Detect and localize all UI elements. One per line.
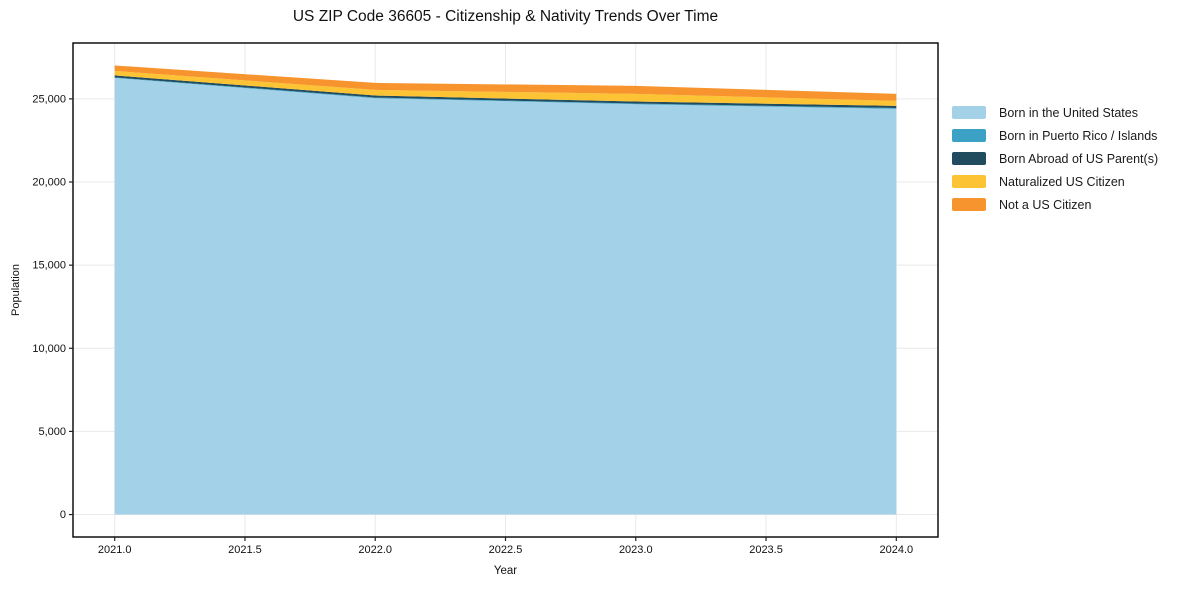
legend-item: Not a US Citizen <box>952 197 1158 212</box>
y-tick-label: 5,000 <box>38 426 66 438</box>
x-tick-label: 2021.5 <box>228 544 262 556</box>
x-tick-label: 2022.0 <box>358 544 392 556</box>
legend-swatch <box>952 198 986 211</box>
legend-swatch <box>952 129 986 142</box>
legend-item: Born in Puerto Rico / Islands <box>952 128 1158 143</box>
legend-item: Born in the United States <box>952 105 1158 120</box>
y-tick-label: 25,000 <box>32 93 66 105</box>
x-tick-label: 2022.5 <box>489 544 523 556</box>
legend-swatch <box>952 106 986 119</box>
legend: Born in the United States Born in Puerto… <box>952 106 1158 221</box>
x-tick-label: 2021.0 <box>98 544 132 556</box>
x-tick-label: 2023.0 <box>619 544 653 556</box>
area-series-2 <box>114 75 897 109</box>
area-series-4 <box>114 65 897 101</box>
x-tick-label: 2024.0 <box>879 544 913 556</box>
y-tick-label: 20,000 <box>32 177 66 189</box>
area-series-0 <box>114 77 897 515</box>
legend-item-label: Born Abroad of US Parent(s) <box>999 151 1159 166</box>
y-axis-label-wrap: Population <box>8 0 24 590</box>
y-axis-label: Population <box>10 264 22 316</box>
x-axis-label: Year <box>493 565 518 577</box>
y-tick-label: 15,000 <box>32 260 66 272</box>
legend-item: Naturalized US Citizen <box>952 174 1158 189</box>
y-tick-label: 0 <box>60 509 66 521</box>
y-tick-label: 10,000 <box>32 343 66 355</box>
area-series-3 <box>114 70 897 106</box>
legend-item: Born Abroad of US Parent(s) <box>952 151 1159 166</box>
legend-swatch <box>952 152 986 165</box>
legend-item-label: Born in Puerto Rico / Islands <box>999 128 1158 143</box>
legend-item-label: Born in the United States <box>999 105 1138 120</box>
chart-title: US ZIP Code 36605 - Citizenship & Nativi… <box>292 8 719 25</box>
legend-item-label: Naturalized US Citizen <box>999 174 1125 189</box>
legend-swatch <box>952 175 986 188</box>
legend-item-label: Not a US Citizen <box>999 197 1092 212</box>
x-tick-label: 2023.5 <box>749 544 783 556</box>
